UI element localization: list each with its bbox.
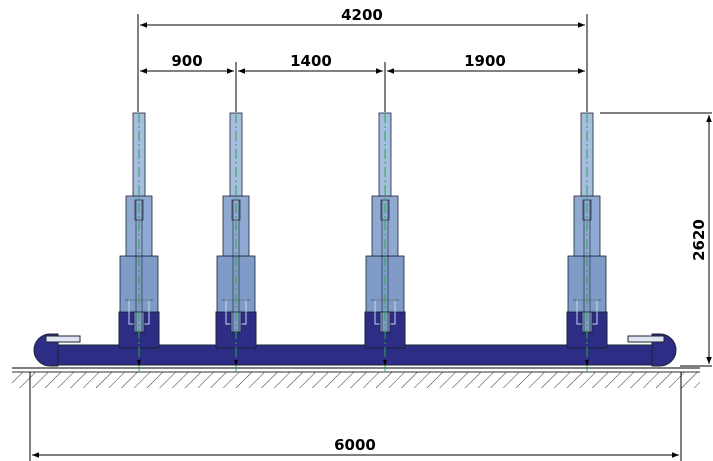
jack-1 — [118, 112, 160, 372]
left-end-bracket — [45, 335, 81, 343]
ground-hatching — [12, 372, 700, 388]
dim-total-top: 4200 — [341, 6, 383, 24]
dimensions — [29, 14, 712, 461]
base-beam — [33, 333, 677, 367]
jack-axis-mark — [137, 360, 141, 366]
jack-2 — [215, 112, 257, 372]
jack-axis-mark — [234, 360, 238, 366]
jacks — [118, 112, 608, 372]
dim-height: 2620 — [690, 219, 708, 261]
jack-axis-mark — [585, 360, 589, 366]
jack-axis-mark — [383, 360, 387, 366]
dim-spacing-3: 1900 — [464, 52, 506, 70]
dim-spacing-1: 900 — [171, 52, 202, 70]
jack-4 — [566, 112, 608, 372]
ground — [12, 367, 700, 388]
dim-spacing-2: 1400 — [290, 52, 332, 70]
jack-3 — [364, 112, 406, 372]
right-end-bracket — [627, 335, 665, 343]
dim-total-bottom: 6000 — [334, 436, 376, 454]
